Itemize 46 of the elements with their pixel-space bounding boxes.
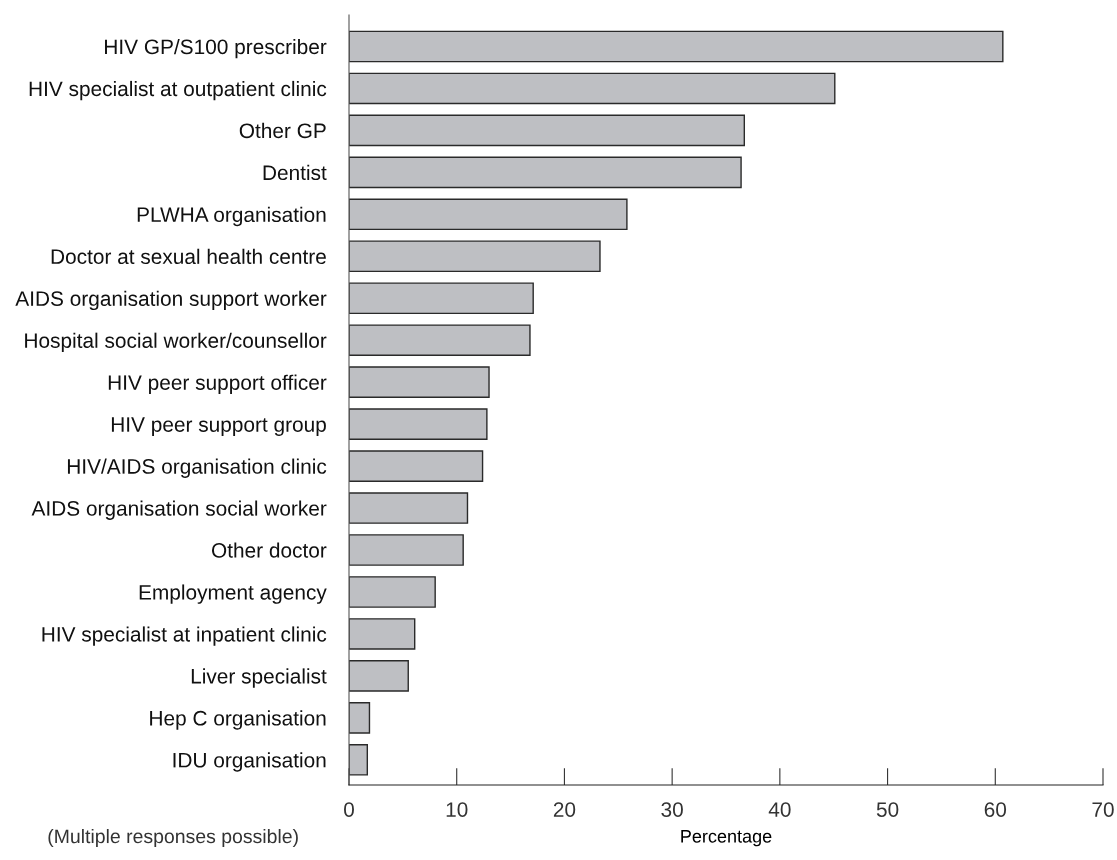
y-tick-label: Dentist — [263, 164, 327, 181]
bar — [349, 30, 1004, 63]
bar — [349, 282, 534, 315]
y-tick-label: Other doctor — [211, 542, 327, 558]
y-tick-label: HIV specialist at outpatient clinic — [29, 80, 327, 101]
y-tick-label: Employment agency — [139, 584, 327, 604]
y-tick-label: Liver specialist — [191, 668, 327, 688]
y-tick-label: Hep C organisation — [150, 710, 326, 730]
y-tick-label: AIDS organisation support worker — [15, 290, 327, 311]
bar — [349, 534, 464, 566]
y-tick-label: Doctor at sexual health centre — [51, 248, 326, 265]
x-tick-label: 0 — [344, 802, 354, 817]
bar — [349, 492, 469, 524]
y-tick-label: IDU organisation — [173, 752, 326, 772]
y-tick-label: Hospital social worker/counsellor — [25, 332, 327, 353]
y-tick-label: HIV/AIDS organisation clinic — [67, 458, 327, 478]
y-tick-label: HIV specialist at inpatient clinic — [42, 626, 327, 646]
bar — [349, 366, 490, 398]
bar — [349, 618, 416, 650]
y-tick-label: PLWHA organisation — [137, 206, 326, 227]
bar — [349, 408, 488, 440]
y-tick-label: HIV peer support group — [111, 417, 326, 436]
bar — [349, 744, 369, 776]
x-tick-label: 30 — [661, 802, 683, 817]
y-tick-label: HIV GP/S100 prescriber — [105, 38, 327, 59]
bar — [349, 576, 436, 608]
x-tick-label: 10 — [446, 802, 468, 817]
y-tick-label: HIV peer support officer — [108, 374, 327, 395]
bar — [349, 660, 409, 692]
bar — [349, 450, 484, 482]
text: (Multiple responses possible) — [48, 828, 298, 848]
bar — [349, 156, 742, 189]
y-tick-label: Other GP — [239, 122, 326, 139]
bar — [349, 198, 628, 231]
x-tick-label: 40 — [768, 802, 791, 817]
x-axis-title: Percentage — [681, 830, 772, 847]
bar — [349, 72, 836, 105]
y-tick-label: AIDS organisation social worker — [31, 500, 327, 520]
bar — [349, 240, 601, 273]
bar — [349, 324, 531, 357]
bar — [349, 702, 371, 734]
x-tick-label: 50 — [876, 802, 899, 817]
x-tick-label: 20 — [553, 802, 576, 817]
x-tick-label: 70 — [1092, 802, 1114, 817]
bar — [349, 114, 746, 147]
x-tick-label: 60 — [984, 802, 1007, 817]
